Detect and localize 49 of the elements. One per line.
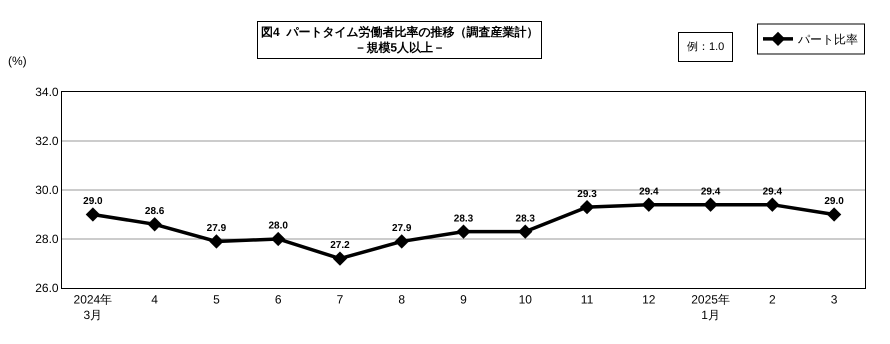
text: 例：1.0 [687, 41, 724, 53]
point [826, 207, 842, 222]
data-label: 28.3 [516, 213, 536, 224]
x-tick-label: 2 [769, 292, 776, 306]
point [765, 198, 780, 212]
chart-subtitle: －規模5人以上－ [354, 40, 446, 55]
y-tick-label: 26.0 [35, 281, 59, 296]
y-tick-label: 34.0 [35, 85, 59, 100]
data-label: 27.9 [206, 223, 227, 234]
data-label: 29.4 [762, 186, 783, 198]
point [332, 251, 348, 266]
data-label: 29.0 [83, 196, 104, 208]
data-label: 27.9 [392, 223, 412, 234]
x-tick-label: 12 [642, 292, 656, 306]
point [86, 207, 100, 222]
y-tick-label: 30.0 [35, 183, 59, 198]
x-tick-label: 7 [336, 292, 344, 306]
data-label: 28.6 [144, 206, 165, 217]
legend-label: パート比率 [797, 32, 858, 47]
point [703, 198, 718, 212]
point [271, 232, 286, 246]
y-tick-label: 28.0 [35, 232, 59, 246]
x-tick-label: 9 [460, 292, 468, 306]
point [580, 200, 594, 214]
chart-title: 図4 パートタイム労働者比率の推移（調査産業計） [261, 25, 538, 39]
x-tick-label: 2025年 1月 [691, 292, 730, 322]
data-label: 28.3 [454, 213, 474, 224]
x-tick-label: 5 [213, 292, 220, 306]
data-label: 27.2 [330, 240, 350, 252]
y-axis-title: (%) [8, 54, 27, 68]
point [394, 234, 409, 249]
y-tick-label: 32.0 [35, 134, 59, 148]
x-tick-label: 3 [830, 292, 838, 306]
data-label: 29.0 [824, 196, 844, 208]
point [148, 217, 162, 232]
data-label: 28.0 [268, 220, 288, 232]
data-label: 29.4 [639, 186, 659, 198]
x-tick-label: 11 [580, 292, 594, 306]
data-label: 29.4 [700, 186, 721, 198]
x-tick-label: 6 [274, 292, 282, 306]
x-tick-label: 2024年 3月 [74, 292, 112, 322]
point [209, 234, 224, 249]
x-tick-label: 10 [518, 292, 532, 306]
data-label: 29.3 [577, 188, 598, 200]
x-tick-label: 8 [398, 292, 406, 306]
point [456, 224, 471, 239]
x-tick-label: 4 [151, 292, 158, 306]
point [518, 224, 532, 239]
point [642, 198, 656, 212]
